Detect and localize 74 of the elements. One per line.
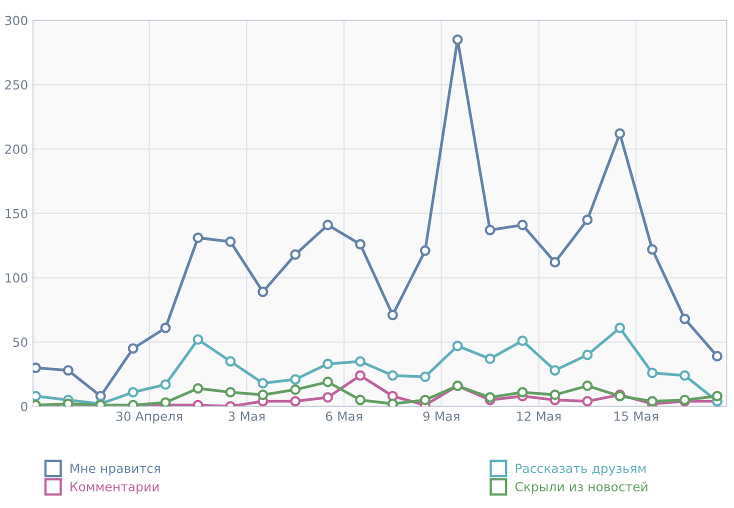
point <box>225 236 236 247</box>
point <box>225 386 236 398</box>
point <box>192 232 204 244</box>
point <box>290 374 301 385</box>
y-tick-label: 200 <box>5 144 28 154</box>
legend-label: Скрыли из новостей <box>515 482 648 494</box>
x-tick-label: 30 Апреля <box>116 411 182 424</box>
point <box>517 220 528 230</box>
point <box>322 358 334 370</box>
point <box>582 214 593 226</box>
point <box>614 128 626 139</box>
y-tick-label: 100 <box>6 273 28 283</box>
point <box>387 370 398 381</box>
legend-label: Комментарии <box>70 482 159 494</box>
point <box>354 370 366 381</box>
point <box>62 365 74 376</box>
point <box>420 394 430 406</box>
point <box>354 394 366 406</box>
point <box>258 378 268 389</box>
point <box>517 386 528 398</box>
point <box>452 340 463 352</box>
point <box>290 396 301 406</box>
y-tick-label: 0 <box>21 402 28 412</box>
legend-label: Мне нравится <box>70 464 160 476</box>
y-tick-label: 300 <box>5 16 28 26</box>
point <box>128 386 138 398</box>
y-tick-label: 50 <box>13 338 28 347</box>
point <box>192 334 204 345</box>
point <box>387 310 398 320</box>
point <box>484 354 496 364</box>
point <box>258 286 268 298</box>
legend-label: Рассказать друзьям <box>516 464 646 476</box>
point <box>679 370 690 381</box>
point <box>290 384 301 395</box>
point <box>484 224 496 236</box>
point <box>517 335 528 346</box>
point <box>192 383 204 394</box>
x-tick-label: 3 Мая <box>228 411 265 421</box>
point <box>647 244 658 255</box>
point <box>582 380 593 392</box>
point <box>484 392 496 403</box>
point <box>420 245 430 256</box>
point <box>550 365 560 376</box>
x-tick-label: 6 Мая <box>326 411 362 421</box>
point <box>322 220 334 230</box>
point <box>452 34 463 45</box>
x-tick-label: 15 Мая <box>614 412 658 421</box>
point <box>354 356 366 367</box>
point <box>160 322 171 334</box>
point <box>420 372 430 382</box>
point <box>550 256 560 268</box>
point <box>712 390 722 402</box>
point <box>582 396 593 406</box>
point <box>679 314 690 324</box>
point <box>582 350 593 360</box>
point <box>258 390 268 400</box>
point <box>647 396 658 406</box>
point <box>225 356 236 367</box>
point <box>387 398 398 406</box>
x-tick-label: 12 Мая <box>517 411 561 421</box>
point <box>322 392 334 403</box>
point <box>550 390 560 400</box>
point <box>160 397 171 406</box>
x-tick-label: 9 Мая <box>423 411 460 421</box>
point <box>290 249 301 260</box>
point <box>160 379 171 390</box>
y-tick-label: 150 <box>6 208 28 218</box>
point <box>322 376 334 388</box>
point <box>354 238 366 250</box>
point <box>128 343 138 354</box>
y-tick-label: 250 <box>5 80 28 90</box>
point <box>647 368 658 378</box>
point <box>712 350 722 362</box>
point <box>614 322 626 334</box>
